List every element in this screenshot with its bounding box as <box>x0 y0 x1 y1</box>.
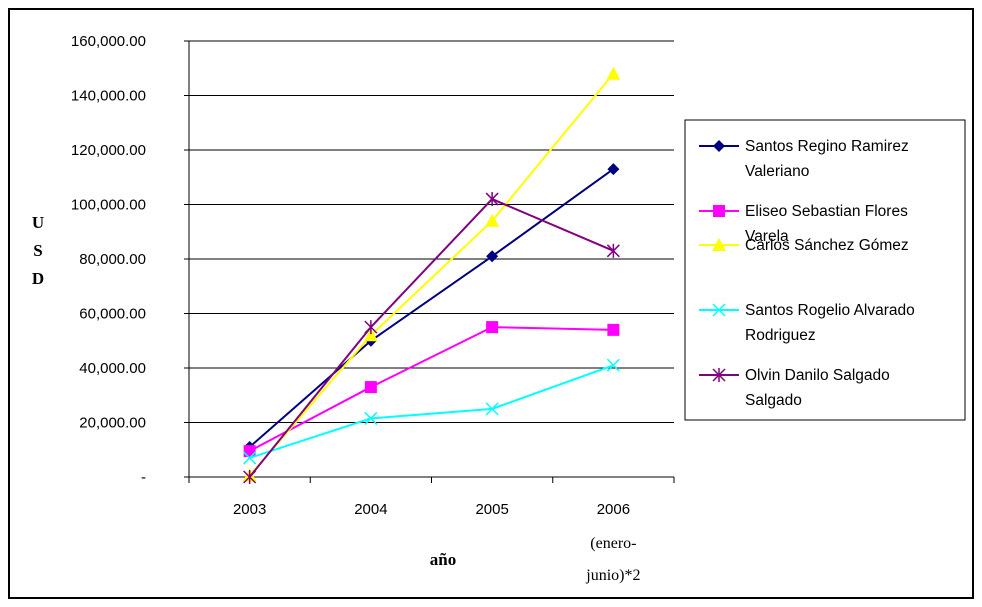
legend-marker <box>713 140 725 152</box>
y-tick-label: 140,000.00 <box>71 88 146 105</box>
legend-label: Salgado <box>745 392 802 409</box>
legend-label: Santos Rogelio Alvarado <box>745 302 915 319</box>
y-tick-label: 60,000.00 <box>79 306 146 323</box>
series-line <box>249 364 614 459</box>
legend-marker <box>712 303 726 317</box>
data-point <box>606 66 621 80</box>
x-axis-label: año <box>430 550 456 569</box>
legend-marker <box>712 238 726 251</box>
series-0 <box>243 163 620 454</box>
data-point <box>364 411 378 425</box>
series-2 <box>242 66 621 482</box>
y-axis-label-char: U <box>32 213 44 232</box>
legend-label: Santos Regino Ramirez <box>745 138 909 155</box>
x-tick-label: 2004 <box>354 501 387 518</box>
x-tick-label: 2005 <box>475 501 508 518</box>
y-tick-label: 160,000.00 <box>71 33 146 50</box>
data-point <box>486 321 499 334</box>
legend-entry: Santos Rogelio Alvarado Rodriguez <box>699 302 915 344</box>
data-point <box>486 250 499 263</box>
legend-marker <box>712 368 726 382</box>
axes <box>184 40 675 483</box>
legend-entry: Olvin Danilo Salgado Salgado <box>699 367 890 409</box>
legend-box <box>684 119 966 421</box>
legend-label: Valeriano <box>745 163 809 180</box>
y-axis-label-char: D <box>32 269 44 288</box>
series-1 <box>243 321 620 458</box>
data-point <box>243 445 256 458</box>
x-tick-label: 2003 <box>233 501 266 518</box>
x-tick-label: (enero- <box>590 535 636 552</box>
legend-entry: Carlos Sánchez Gómez <box>699 237 909 254</box>
legend-label: Carlos Sánchez Gómez <box>745 237 909 254</box>
y-axis-label: USD <box>32 213 44 288</box>
y-tick-label: 80,000.00 <box>79 251 146 268</box>
x-axis-label: año <box>430 550 456 569</box>
legend-label: Varela <box>745 228 789 245</box>
data-point <box>606 358 620 372</box>
series-4 <box>243 192 620 484</box>
y-tick-label: - <box>141 469 146 486</box>
x-tick-labels: 2003 2004 2005 2006 (enero-junio)*2 <box>233 501 641 584</box>
data-point <box>485 192 499 207</box>
series-lines <box>242 66 621 484</box>
series-line <box>248 197 614 478</box>
series-line <box>248 73 615 477</box>
legend-entry: Eliseo Sebastian Flores Varela <box>699 203 908 245</box>
y-tick-label: 20,000.00 <box>79 415 146 432</box>
legend-marker <box>713 205 725 217</box>
data-point <box>243 470 257 484</box>
gridlines <box>189 40 674 423</box>
data-point <box>364 320 378 335</box>
series-line <box>248 168 614 448</box>
series-line <box>249 326 614 452</box>
y-tick-label: 120,000.00 <box>71 142 146 159</box>
legend: Santos Regino Ramirez Valeriano Eliseo Seb… <box>684 119 966 421</box>
x-tick-label: 2006 <box>597 501 630 518</box>
data-point <box>606 243 620 258</box>
x-tick-label: junio)*2 <box>585 567 640 584</box>
data-point <box>485 402 499 416</box>
y-tick-label: 100,000.00 <box>71 197 146 214</box>
legend-label: Rodriguez <box>745 327 816 344</box>
legend-label: Olvin Danilo Salgado <box>745 367 890 384</box>
data-point <box>607 323 620 336</box>
legend-label: Eliseo Sebastian Flores <box>745 203 908 220</box>
data-point <box>243 451 257 465</box>
data-point <box>607 163 620 176</box>
legend-entry: Santos Regino Ramirez Valeriano <box>699 138 909 180</box>
y-tick-labels: - 20,000.00 40,000.00 60,000.00 80,000.00 100… <box>71 33 146 486</box>
data-point <box>364 381 377 394</box>
data-point <box>485 213 500 227</box>
series-3 <box>243 358 620 465</box>
data-point <box>363 328 378 342</box>
y-axis-label-char: S <box>33 241 42 260</box>
y-tick-label: 40,000.00 <box>79 360 146 377</box>
